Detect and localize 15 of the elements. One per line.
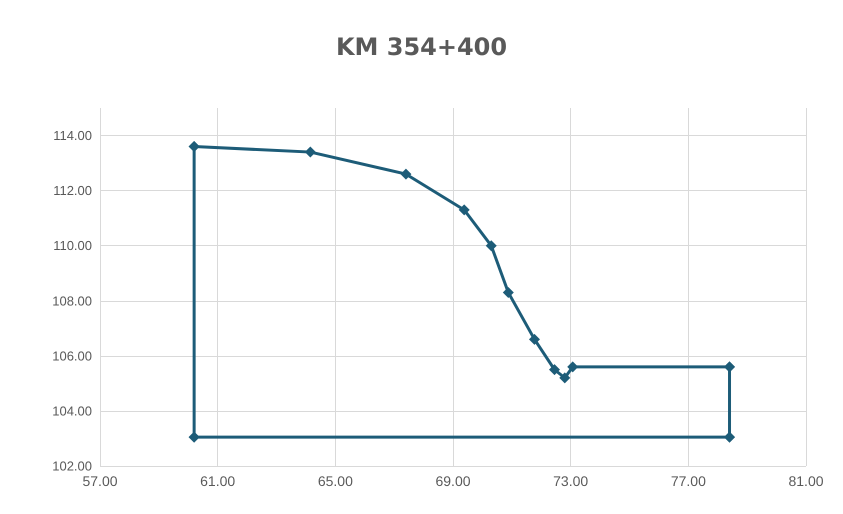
y-tick-label: 104.00: [52, 403, 92, 418]
x-tick-label: 77.00: [670, 473, 706, 489]
x-tick-label: 69.00: [435, 473, 471, 489]
x-tick-label: 57.00: [82, 473, 118, 489]
y-tick-label: 112.00: [53, 183, 92, 198]
x-tick-label: 61.00: [200, 473, 236, 489]
y-tick-label: 102.00: [52, 458, 92, 474]
y-tick-label: 106.00: [52, 348, 92, 364]
x-tick-label: 73.00: [553, 473, 588, 489]
y-tick-label: 110.00: [53, 238, 92, 254]
chart-title: KM 354+400: [336, 33, 508, 61]
y-tick-label: 108.00: [52, 293, 92, 308]
x-tick-label: 81.00: [788, 473, 824, 489]
y-tick-label: 114.00: [53, 128, 92, 144]
x-tick-label: 65.00: [318, 473, 354, 489]
